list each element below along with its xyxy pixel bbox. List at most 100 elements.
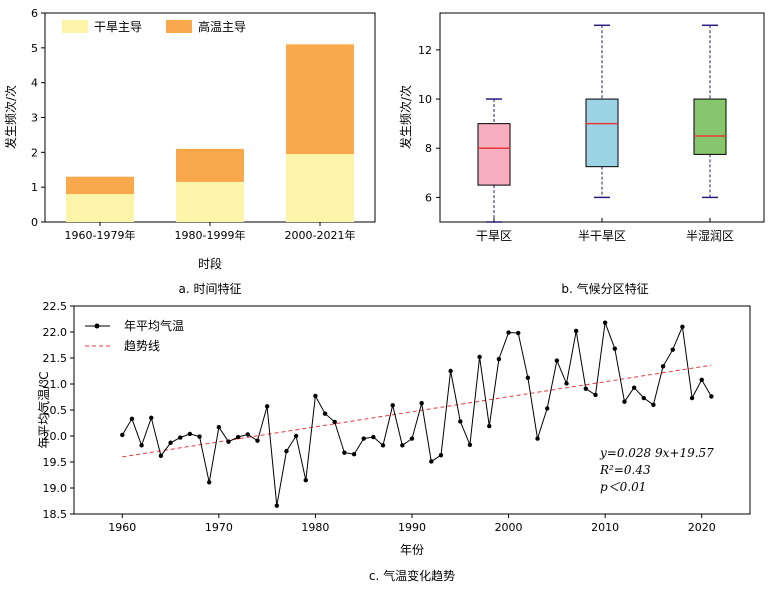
y-tick-label: 1	[31, 181, 38, 194]
data-point-2016	[660, 364, 666, 369]
data-point-1965	[168, 440, 173, 445]
panel-b-y-axis: 6 8 10 12	[418, 44, 440, 204]
data-point-1977	[284, 448, 289, 454]
y-tick-label: 22.5	[43, 300, 68, 313]
regression-annotation: y=0.028 9x+19.57 R²=0.43 p＜0.01	[599, 446, 714, 494]
data-point-1996	[467, 442, 473, 448]
data-point-2005	[554, 358, 560, 363]
data-point-1963	[149, 415, 154, 420]
x-tick-label: 1960-1979年	[65, 228, 136, 242]
panel-c-y-axis: 18.5 19.0 19.5 20.0 20.5 21.0 21.5 22.0 22.5	[43, 300, 74, 521]
y-tick-label: 5	[31, 42, 38, 55]
x-tick-label: 半湿润区	[686, 228, 734, 243]
legend-label-heat: 高温主导	[198, 19, 246, 34]
data-point-2015	[651, 402, 656, 407]
bar-drought-1	[176, 181, 244, 222]
y-tick-label: 20.5	[43, 404, 68, 417]
data-point-1979	[303, 478, 308, 483]
y-tick-label: 8	[425, 142, 432, 155]
panel-a-x-axis: 1960-1979年 1980-1999年 2000-2021年	[65, 222, 356, 242]
data-point-1989	[400, 443, 405, 448]
data-point-1972	[235, 434, 241, 440]
data-point-1992	[429, 459, 434, 464]
panel-a-y-axis: 0 1 2 3 4 5 6	[31, 7, 45, 229]
y-tick-label: 6	[425, 191, 432, 204]
legend-swatch-drought	[62, 20, 88, 33]
regression-equation: y=0.028 9x+19.57	[599, 446, 714, 460]
x-tick-label: 2000-2021年	[285, 228, 356, 242]
x-tick-label: 2020	[688, 521, 716, 534]
data-point-1976	[274, 503, 279, 508]
x-tick-label: 1980-1999年	[175, 228, 246, 242]
data-point-1961	[129, 416, 135, 422]
legend-marker-temperature	[94, 323, 100, 329]
y-tick-label: 22.0	[43, 326, 68, 339]
data-point-2006	[564, 381, 569, 386]
data-point-2014	[641, 395, 646, 401]
x-tick-label: 1980	[301, 521, 329, 534]
panel-c-y-axis-label: 年平均气温/℃	[36, 371, 51, 449]
data-point-1987	[380, 443, 386, 448]
data-point-2017	[670, 347, 675, 352]
data-point-1969	[207, 480, 212, 485]
data-point-1986	[371, 434, 376, 440]
data-point-1988	[390, 403, 395, 408]
y-tick-label: 21.5	[43, 352, 68, 365]
data-point-2011	[612, 346, 617, 351]
x-tick-label: 1990	[398, 521, 426, 534]
panel-b-box-plot: 6 8 10 12 干旱区 半干旱区 半湿润区 发生频次/次 b. 气候分区特征	[398, 12, 765, 296]
data-point-2019	[689, 395, 695, 401]
x-tick-label: 2010	[591, 521, 619, 534]
y-tick-label: 2	[31, 146, 38, 159]
y-tick-label: 18.5	[43, 508, 68, 521]
bar-heat-0	[66, 176, 134, 195]
y-tick-label: 12	[418, 44, 432, 57]
data-point-2018	[680, 324, 685, 329]
data-point-2001	[516, 330, 521, 336]
data-point-1991	[419, 401, 424, 406]
data-point-2010	[602, 320, 608, 325]
caption-a: a. 时间特征	[179, 281, 242, 296]
panel-a-y-axis-label: 发生频次/次	[3, 85, 18, 149]
annual-mean-temperature-points	[120, 320, 714, 508]
data-point-1970	[216, 424, 222, 430]
data-point-2021	[709, 394, 714, 399]
data-point-1971	[226, 439, 231, 444]
bar-heat-1	[176, 148, 244, 182]
data-point-1985	[361, 436, 366, 441]
bar-drought-2	[286, 154, 354, 222]
y-tick-label: 6	[31, 7, 38, 20]
panel-c-x-axis: 1960 1970 1980 1990 2000 2010 2020	[108, 514, 716, 534]
data-point-1997	[477, 354, 482, 360]
data-point-1980	[313, 393, 318, 399]
data-point-2013	[631, 385, 637, 390]
x-tick-label: 2000	[495, 521, 523, 534]
regression-p-value: p＜0.01	[600, 480, 646, 494]
data-point-1975	[264, 404, 270, 409]
data-point-2008	[583, 386, 589, 391]
panel-c-x-axis-label: 年份	[400, 543, 424, 557]
data-point-1995	[458, 419, 463, 424]
panel-a-bars	[66, 44, 354, 222]
y-tick-label: 21.0	[43, 378, 68, 391]
data-point-1982	[332, 419, 337, 425]
data-point-1983	[342, 450, 347, 455]
panel-b-x-axis: 干旱区 半干旱区 半湿润区	[476, 218, 734, 243]
data-point-1966	[178, 435, 183, 440]
data-point-1978	[293, 433, 299, 439]
data-point-1974	[255, 438, 260, 443]
y-tick-label: 19.0	[43, 482, 68, 495]
y-tick-label: 3	[31, 112, 38, 125]
caption-c: c. 气温变化趋势	[369, 568, 455, 583]
data-point-1984	[351, 452, 357, 457]
y-tick-label: 4	[31, 77, 38, 90]
data-point-1967	[187, 431, 193, 437]
box-1	[585, 98, 619, 168]
data-point-1962	[139, 443, 144, 448]
caption-b: b. 气候分区特征	[561, 281, 648, 296]
data-point-2009	[593, 392, 598, 398]
data-point-1960	[120, 432, 125, 438]
data-point-1981	[322, 411, 328, 416]
y-tick-label: 0	[31, 216, 38, 229]
